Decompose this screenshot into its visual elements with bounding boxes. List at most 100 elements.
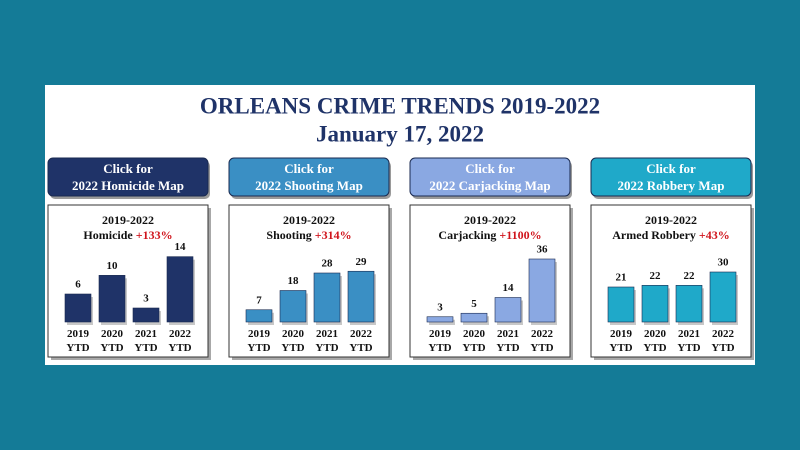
bar: [313, 272, 341, 323]
x-tick-year: 2021: [135, 328, 157, 340]
value-label: 10: [107, 260, 119, 272]
bar: [279, 290, 307, 323]
chart-subtitle: Armed Robbery +43%: [612, 228, 730, 242]
value-label: 3: [143, 293, 149, 305]
x-tick-year: 2020: [644, 328, 667, 340]
map-button[interactable]: [409, 157, 571, 197]
chart-subtitle: Shooting +314%: [266, 228, 351, 242]
value-label: 36: [537, 244, 549, 256]
x-tick-ytd: YTD: [677, 342, 700, 354]
x-tick-year: 2020: [463, 328, 486, 340]
bar: [641, 285, 669, 323]
bar: [132, 307, 160, 323]
x-tick-ytd: YTD: [247, 342, 270, 354]
x-tick-year: 2022: [531, 328, 554, 340]
bar: [245, 309, 273, 323]
x-tick-ytd: YTD: [643, 342, 666, 354]
x-tick-label: 2021 YTD: [496, 328, 519, 354]
value-label: 3: [437, 301, 443, 313]
x-tick-ytd: YTD: [100, 342, 123, 354]
x-tick-ytd: YTD: [168, 342, 191, 354]
value-label: 18: [288, 275, 300, 287]
x-tick-label: 2019 YTD: [428, 328, 451, 354]
percent-change: +1100%: [499, 228, 541, 242]
value-label: 7: [256, 294, 262, 306]
map-button-label[interactable]: 2022 Carjacking Map: [429, 178, 550, 193]
crime-type: Shooting: [266, 228, 311, 242]
x-tick-year: 2019: [610, 328, 633, 340]
x-tick-label: 2020 YTD: [100, 328, 123, 354]
x-tick-label: 2019 YTD: [247, 328, 270, 354]
x-tick-label: 2022 YTD: [349, 328, 372, 354]
bar: [98, 275, 126, 323]
map-button-label[interactable]: Click for: [103, 161, 153, 176]
bar-shadow: [429, 319, 455, 325]
x-tick-label: 2019 YTD: [66, 328, 89, 354]
x-tick-year: 2021: [316, 328, 338, 340]
map-button[interactable]: [590, 157, 752, 197]
x-tick-year: 2022: [350, 328, 373, 340]
bar: [426, 316, 454, 323]
x-tick-year: 2022: [712, 328, 735, 340]
value-label: 22: [650, 270, 662, 282]
x-tick-year: 2020: [282, 328, 305, 340]
value-label: 29: [356, 256, 368, 268]
percent-change: +43%: [699, 228, 730, 242]
x-tick-ytd: YTD: [428, 342, 451, 354]
value-label: 30: [718, 257, 730, 269]
x-tick-ytd: YTD: [711, 342, 734, 354]
map-button-label[interactable]: Click for: [465, 161, 515, 176]
crime-type: Homicide: [83, 228, 133, 242]
chart-title: 2019-2022: [102, 213, 154, 227]
map-button-label[interactable]: 2022 Robbery Map: [618, 178, 725, 193]
value-label: 28: [322, 258, 334, 270]
map-button-label[interactable]: 2022 Homicide Map: [72, 178, 184, 193]
crime-type: Carjacking: [438, 228, 496, 242]
map-button[interactable]: [47, 157, 209, 197]
x-tick-year: 2021: [497, 328, 519, 340]
x-tick-ytd: YTD: [349, 342, 372, 354]
bar: [709, 271, 737, 323]
x-tick-ytd: YTD: [315, 342, 338, 354]
map-button-label[interactable]: Click for: [284, 161, 334, 176]
value-label: 6: [75, 279, 81, 291]
value-label: 22: [684, 270, 696, 282]
percent-change: +133%: [136, 228, 173, 242]
value-label: 14: [503, 282, 515, 294]
map-button-label[interactable]: 2022 Shooting Map: [255, 178, 363, 193]
x-tick-label: 2022 YTD: [711, 328, 734, 354]
x-tick-ytd: YTD: [496, 342, 519, 354]
x-tick-ytd: YTD: [609, 342, 632, 354]
percent-change: +314%: [315, 228, 352, 242]
crime-type: Armed Robbery: [612, 228, 696, 242]
x-tick-label: 2021 YTD: [134, 328, 157, 354]
map-button-label[interactable]: Click for: [646, 161, 696, 176]
x-tick-label: 2020 YTD: [462, 328, 485, 354]
page-date: January 17, 2022: [316, 121, 484, 146]
x-tick-label: 2021 YTD: [315, 328, 338, 354]
x-tick-label: 2019 YTD: [609, 328, 632, 354]
x-tick-year: 2019: [248, 328, 271, 340]
bar: [528, 258, 556, 323]
x-tick-label: 2021 YTD: [677, 328, 700, 354]
x-tick-year: 2021: [678, 328, 700, 340]
chart-title: 2019-2022: [283, 213, 335, 227]
bar: [166, 256, 194, 323]
value-label: 14: [175, 241, 187, 253]
map-button[interactable]: [228, 157, 390, 197]
x-tick-ytd: YTD: [66, 342, 89, 354]
x-tick-label: 2022 YTD: [530, 328, 553, 354]
page-title: ORLEANS CRIME TRENDS 2019-2022: [200, 93, 600, 118]
x-tick-ytd: YTD: [281, 342, 304, 354]
bar: [64, 293, 92, 323]
chart-subtitle: Carjacking +1100%: [438, 228, 541, 242]
x-tick-year: 2019: [429, 328, 452, 340]
x-tick-ytd: YTD: [462, 342, 485, 354]
chart-title: 2019-2022: [645, 213, 697, 227]
bar: [347, 270, 375, 323]
x-tick-label: 2022 YTD: [168, 328, 191, 354]
x-tick-year: 2020: [101, 328, 124, 340]
x-tick-ytd: YTD: [530, 342, 553, 354]
x-tick-year: 2022: [169, 328, 192, 340]
